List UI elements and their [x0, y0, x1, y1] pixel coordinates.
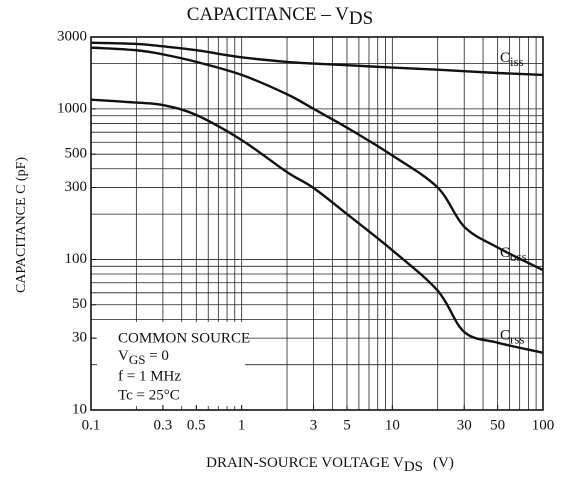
x-tick-label: 0.3 — [154, 417, 173, 433]
series-line — [90, 46, 544, 272]
x-tick-label: 0.5 — [187, 417, 206, 433]
annotation: f = 1 MHz — [118, 368, 181, 384]
annotation-box — [97, 322, 245, 406]
annotation: VGS = 0 — [118, 348, 169, 367]
x-tick-label: 1 — [238, 417, 246, 433]
x-tick-label: 3 — [310, 417, 318, 433]
annotation: Tc = 25°C — [118, 387, 180, 403]
y-tick-label: 1000 — [57, 100, 87, 116]
series-label: Crss — [500, 328, 524, 347]
x-tick-label: 0.1 — [82, 417, 101, 433]
y-tick-label: 3000 — [57, 28, 87, 44]
x-tick-label: 50 — [490, 417, 505, 433]
plot-frame — [90, 36, 544, 411]
y-tick-label: 500 — [65, 146, 88, 162]
y-tick-label: 30 — [72, 330, 87, 346]
x-tick-label: 10 — [385, 417, 400, 433]
series-label: Ciss — [500, 50, 524, 69]
chart-title: CAPACITANCE – VDS — [187, 4, 373, 29]
x-tick-label: 100 — [532, 417, 555, 433]
x-tick-label: 30 — [457, 417, 472, 433]
annotation: COMMON SOURCE — [118, 330, 250, 346]
y-tick-label: 300 — [65, 179, 88, 195]
y-tick-label: 50 — [72, 296, 87, 312]
x-axis-label: DRAIN-SOURCE VOLTAGE VDS (V) — [206, 455, 454, 475]
plot-area — [90, 37, 544, 410]
x-tick-label: 5 — [343, 417, 351, 433]
y-axis-label: CAPACITANCE C (pF) — [14, 157, 29, 293]
series-line — [90, 98, 544, 354]
y-tick-label: 100 — [65, 251, 88, 267]
series-line — [90, 41, 544, 77]
series-label: Coss — [500, 245, 527, 264]
y-tick-label: 10 — [72, 401, 87, 417]
